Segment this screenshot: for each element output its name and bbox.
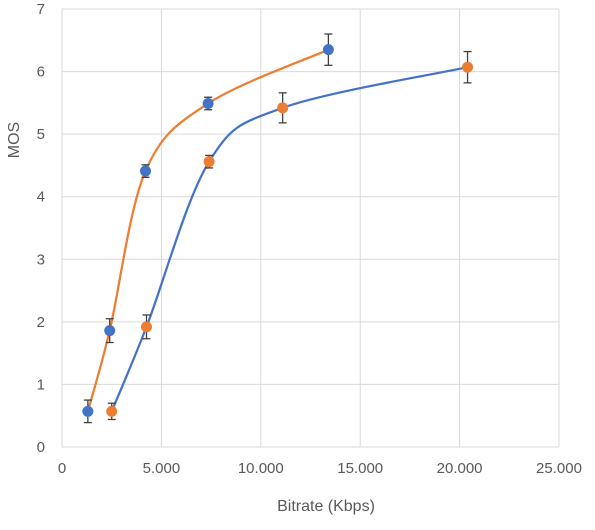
x-axis-title: Bitrate (Kbps) — [277, 498, 375, 515]
data-point — [104, 325, 116, 337]
y-tick-label: 7 — [37, 1, 45, 18]
x-tick-label: 20.000 — [437, 460, 483, 477]
data-point — [203, 156, 215, 168]
x-tick-label: 15.000 — [337, 460, 383, 477]
grid — [61, 8, 560, 448]
fit-curves — [86, 48, 469, 413]
data-point — [82, 405, 94, 417]
x-tick-label: 5.000 — [143, 460, 181, 477]
fit-curve — [110, 66, 469, 413]
data-point — [277, 102, 289, 114]
y-tick-label: 4 — [37, 189, 45, 206]
y-tick-label: 3 — [37, 251, 45, 268]
y-tick-label: 6 — [37, 64, 45, 81]
x-tick-labels: 0 5.000 10.000 15.000 20.000 25.000 — [58, 460, 582, 477]
y-tick-label: 1 — [37, 376, 45, 393]
y-tick-labels: 0 1 2 3 4 5 6 7 — [37, 1, 45, 456]
x-tick-label: 25.000 — [536, 460, 582, 477]
y-tick-label: 5 — [37, 126, 45, 143]
data-point — [139, 165, 151, 177]
x-tick-label: 0 — [58, 460, 66, 477]
y-axis-title: MOS — [6, 122, 23, 158]
data-point — [106, 405, 118, 417]
error-bars — [83, 33, 472, 424]
data-point — [202, 97, 214, 109]
y-tick-label: 2 — [37, 314, 45, 331]
data-point — [140, 321, 152, 333]
data-point — [462, 61, 474, 73]
data-points — [82, 44, 474, 417]
x-tick-label: 10.000 — [238, 460, 284, 477]
y-tick-label: 0 — [37, 439, 45, 456]
data-point — [322, 44, 334, 56]
